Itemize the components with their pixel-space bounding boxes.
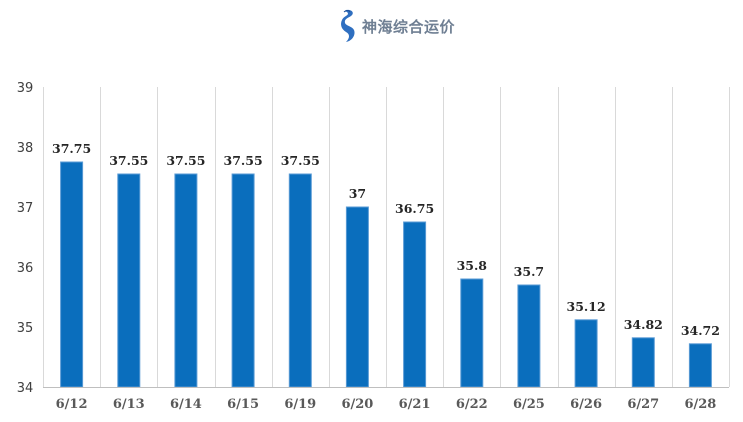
x-tick-label: 6/21 bbox=[399, 397, 431, 412]
x-tick-label: 6/22 bbox=[456, 397, 488, 412]
bar bbox=[403, 221, 427, 388]
x-tick-label: 6/20 bbox=[341, 397, 373, 412]
bar bbox=[117, 173, 141, 388]
y-tick-label: 38 bbox=[17, 141, 34, 156]
bar bbox=[574, 319, 598, 388]
x-tick-label: 6/25 bbox=[513, 397, 545, 412]
data-label: 34.72 bbox=[681, 323, 720, 338]
x-tick-label: 6/26 bbox=[570, 397, 602, 412]
data-label: 37.55 bbox=[281, 153, 320, 168]
labels-layer: 37.75 37.55 37.55 37.55 37.55 37 36.75 35.8 35.7… bbox=[52, 141, 720, 338]
data-label: 35.12 bbox=[567, 299, 606, 314]
bar bbox=[288, 173, 312, 388]
y-tick-label: 34 bbox=[17, 381, 34, 396]
data-label: 34.82 bbox=[624, 317, 663, 332]
bar bbox=[517, 284, 541, 388]
data-label: 37.55 bbox=[109, 153, 148, 168]
data-label: 37.55 bbox=[224, 153, 263, 168]
seahorse-icon bbox=[341, 9, 355, 43]
bar bbox=[174, 173, 198, 388]
bar bbox=[688, 343, 712, 388]
y-tick-label: 35 bbox=[17, 321, 34, 336]
grid-layer bbox=[43, 87, 730, 387]
chart-header: 神海综合运价 bbox=[338, 8, 455, 44]
x-tick-label: 6/27 bbox=[627, 397, 659, 412]
x-tick-label: 6/13 bbox=[113, 397, 145, 412]
data-label: 37.55 bbox=[166, 153, 205, 168]
data-label: 37 bbox=[349, 186, 366, 201]
data-label: 35.7 bbox=[514, 264, 544, 279]
bar bbox=[631, 337, 655, 388]
x-tick-label: 6/19 bbox=[284, 397, 316, 412]
x-tick-label: 6/12 bbox=[56, 397, 88, 412]
x-tick-label: 6/14 bbox=[170, 397, 202, 412]
chart-title: 神海综合运价 bbox=[362, 17, 456, 36]
x-tick-label: 6/15 bbox=[227, 397, 259, 412]
y-tick-label: 36 bbox=[17, 261, 34, 276]
bar bbox=[460, 278, 484, 388]
bar bbox=[231, 173, 255, 388]
bar bbox=[60, 161, 84, 388]
y-tick-label: 37 bbox=[17, 201, 34, 216]
bar bbox=[345, 206, 369, 388]
data-label: 36.75 bbox=[395, 201, 434, 216]
x-tick-label: 6/28 bbox=[684, 397, 716, 412]
bars-layer bbox=[60, 161, 712, 388]
data-label: 35.8 bbox=[457, 258, 488, 273]
y-tick-label: 39 bbox=[17, 81, 34, 96]
axis-layer: 34 35 36 37 38 39 6/12 6/13 6/14 6/15 6/19 6/20 6/21… bbox=[17, 81, 729, 412]
data-label: 37.75 bbox=[52, 141, 91, 156]
